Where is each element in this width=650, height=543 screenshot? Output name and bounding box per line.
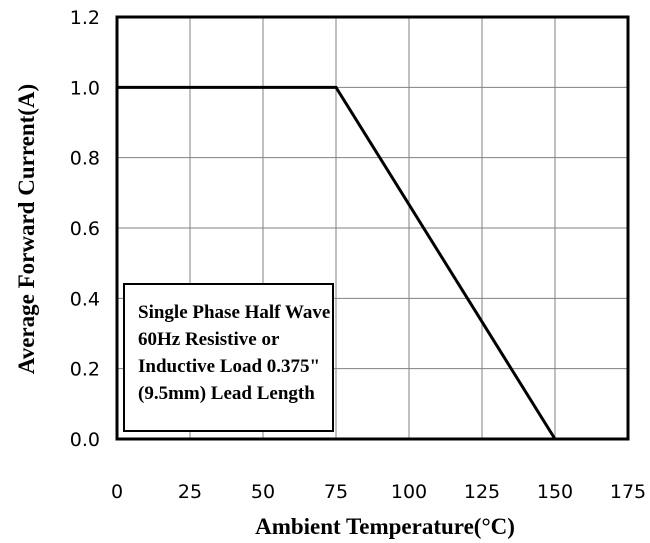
series-layer	[117, 85, 557, 440]
x-tick-label: 150	[537, 481, 573, 503]
y-tick-label: 1.2	[70, 7, 100, 29]
x-tick-label: 50	[251, 481, 275, 503]
y-tick-label: 0.8	[70, 148, 100, 170]
x-tick-label: 175	[610, 481, 646, 503]
x-tick-label: 0	[111, 481, 123, 503]
y-tick-labels: 0.0 0.2 0.4 0.6 0.8 1.0 1.2	[70, 7, 100, 451]
annotation-line-3: Inductive Load 0.375"	[138, 356, 320, 377]
y-tick-label: 0.2	[70, 359, 100, 381]
y-tick-label: 1.0	[70, 77, 100, 99]
y-axis-title: Average Forward Current(A)	[14, 84, 39, 374]
x-tick-labels: 0 25 50 75 100 125 150 175	[111, 481, 646, 503]
x-axis-title: Ambient Temperature(°C)	[255, 514, 515, 539]
annotation-border	[123, 283, 334, 432]
y-tick-label: 0.4	[70, 288, 100, 310]
annotation-line-1: Single Phase Half Wave	[138, 302, 330, 323]
x-tick-label: 25	[178, 481, 202, 503]
annotation-line-2: 60Hz Resistive or	[138, 329, 280, 350]
annotation-line-4: (9.5mm) Lead Length	[138, 383, 315, 404]
series-line	[117, 85, 557, 440]
x-tick-label: 75	[324, 481, 348, 503]
plot-frame	[115, 15, 630, 441]
x-tick-label: 100	[391, 481, 427, 503]
y-tick-label: 0.6	[70, 218, 100, 240]
annotation-box: Single Phase Half Wave 60Hz Resistive or…	[123, 283, 334, 432]
y-tick-label: 0.0	[70, 429, 100, 451]
x-tick-label: 125	[464, 481, 500, 503]
